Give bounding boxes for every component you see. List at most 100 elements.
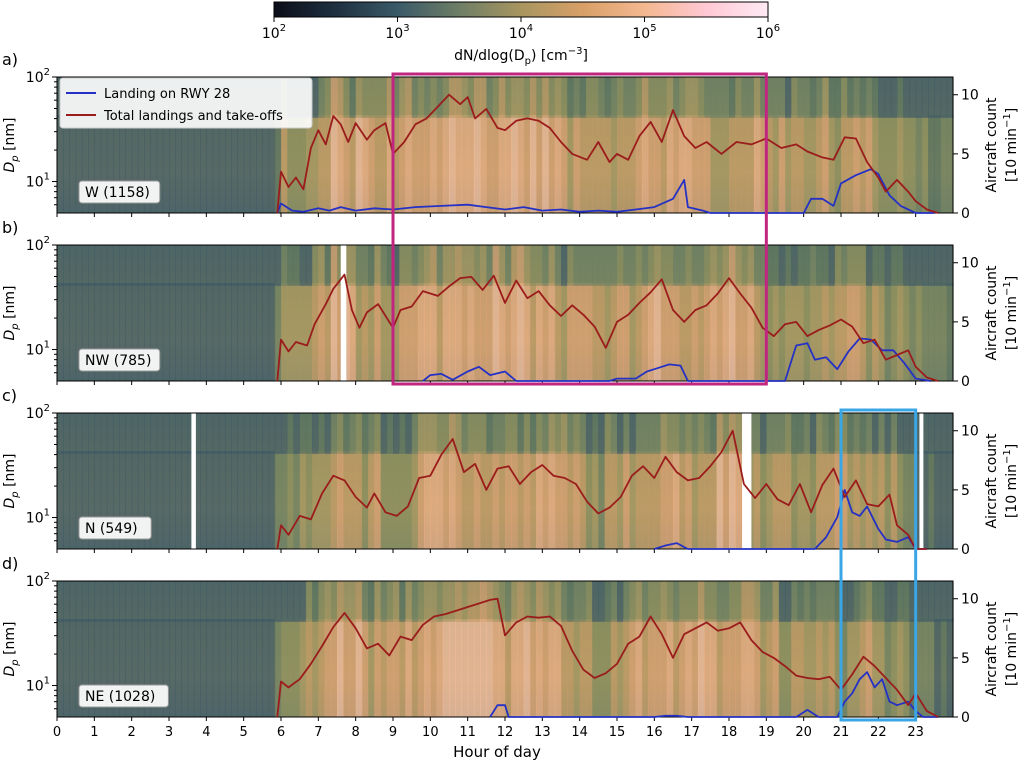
heatmap-cell — [343, 283, 350, 381]
heatmap-cell — [498, 581, 506, 622]
heatmap-cell — [635, 245, 643, 286]
y-right-axis-label-units: [10 min−1] — [1002, 276, 1020, 350]
heatmap-cell — [231, 413, 238, 454]
heatmap-cell — [393, 283, 400, 381]
panel-b: 101 102 Dp [nm] 0 5 10 Aircraft count [10 min−1… — [2, 218, 1020, 390]
heatmap-cell — [405, 581, 413, 622]
heatmap-cell — [187, 413, 195, 454]
heatmap-cell — [467, 413, 475, 454]
heatmap-cell — [828, 77, 836, 118]
heatmap-cell — [548, 245, 556, 286]
colorbar-tick-label: 103 — [385, 23, 409, 42]
heatmap-cell — [822, 619, 830, 717]
heatmap-cell — [828, 115, 836, 213]
heatmap-cell — [374, 413, 382, 454]
heatmap-cell — [716, 77, 724, 118]
heatmap-cell — [417, 245, 425, 286]
heatmap-cell — [505, 115, 512, 213]
heatmap-cell — [666, 619, 674, 717]
heatmap-cell — [212, 413, 220, 454]
heatmap-cell — [162, 581, 170, 622]
heatmap-cell — [100, 413, 108, 454]
heatmap-cell — [542, 413, 550, 454]
heatmap-cell — [853, 581, 861, 622]
heatmap-cell — [772, 115, 780, 213]
heatmap-cell — [243, 245, 251, 286]
heatmap-cell — [399, 283, 406, 381]
heatmap-cell — [679, 245, 686, 286]
heatmap-cell — [710, 245, 718, 286]
heatmap-cell — [666, 115, 674, 213]
heatmap-cell — [865, 283, 873, 381]
x-tick-label: 12 — [497, 725, 514, 740]
heatmap-cell — [268, 581, 276, 622]
heatmap-cell — [473, 77, 481, 118]
heatmap-cell — [828, 619, 836, 717]
heatmap-cell — [635, 619, 643, 717]
heatmap-cell — [623, 115, 630, 213]
heatmap-cell — [592, 115, 599, 213]
heatmap-cell — [716, 115, 724, 213]
heatmap-cell — [100, 581, 108, 622]
heatmap-cell — [585, 77, 593, 118]
heatmap-cell — [131, 283, 139, 381]
heatmap-cell — [872, 413, 879, 454]
heatmap-cell — [554, 115, 562, 213]
heatmap-cell — [554, 581, 562, 622]
heatmap-cell — [405, 451, 413, 549]
heatmap-cell — [679, 283, 686, 381]
heatmap-cell — [579, 413, 587, 454]
heatmap-cell — [181, 581, 189, 622]
heatmap-cell — [921, 77, 929, 118]
heatmap-cell — [150, 283, 158, 381]
heatmap-cell — [175, 451, 182, 549]
heatmap — [57, 245, 954, 381]
heatmap-cell — [249, 451, 257, 549]
heatmap-cell — [399, 451, 406, 549]
heatmap-cell — [305, 413, 313, 454]
heatmap-cell — [536, 413, 543, 454]
heatmap-cell — [212, 115, 220, 213]
heatmap-cell — [505, 283, 512, 381]
heatmap-cell — [430, 77, 438, 118]
y-left-tick-label: 102 — [26, 571, 50, 590]
heatmap-cell — [380, 451, 388, 549]
heatmap-cell — [119, 115, 126, 213]
heatmap-cell — [324, 115, 332, 213]
heatmap-cell — [884, 245, 892, 286]
heatmap-cell — [498, 413, 506, 454]
colorbar-tick-label: 105 — [632, 23, 656, 42]
panel-letter: c) — [2, 386, 17, 405]
heatmap-cell — [318, 581, 326, 622]
y-left-tick-label: 101 — [26, 508, 50, 527]
heatmap-cell — [368, 283, 375, 381]
heatmap-cell — [828, 245, 836, 286]
heatmap-cell — [393, 619, 400, 717]
heatmap-cell — [890, 413, 898, 454]
heatmap-cell — [921, 245, 929, 286]
heatmap-cell — [368, 245, 375, 286]
heatmap-cell — [865, 619, 873, 717]
heatmap-cell — [791, 581, 798, 622]
heatmap-cell — [722, 581, 730, 622]
heatmap-cell — [69, 413, 77, 454]
heatmap-cell — [903, 115, 910, 213]
heatmap-cell — [946, 245, 954, 286]
heatmap-cell — [299, 619, 307, 717]
heatmap-cell — [859, 581, 867, 622]
heatmap-cell — [293, 283, 301, 381]
heatmap-cell — [349, 581, 357, 622]
heatmap-cell — [859, 451, 867, 549]
heatmap-cell — [673, 581, 680, 622]
y-right-tick-label: 0 — [961, 542, 970, 558]
heatmap-cell — [156, 581, 164, 622]
heatmap-cell — [225, 115, 232, 213]
heatmap-cell — [486, 115, 494, 213]
heatmap-cell — [710, 77, 718, 118]
x-tick-label: 17 — [683, 725, 700, 740]
heatmap-cell — [716, 245, 724, 286]
colorbar-label: dN/dlog(Dp) [cm−3] — [454, 46, 588, 67]
heatmap-cell — [536, 77, 543, 118]
colorbar-tick-label: 104 — [509, 23, 533, 42]
y-right-axis-label-units: [10 min−1] — [1002, 444, 1020, 518]
